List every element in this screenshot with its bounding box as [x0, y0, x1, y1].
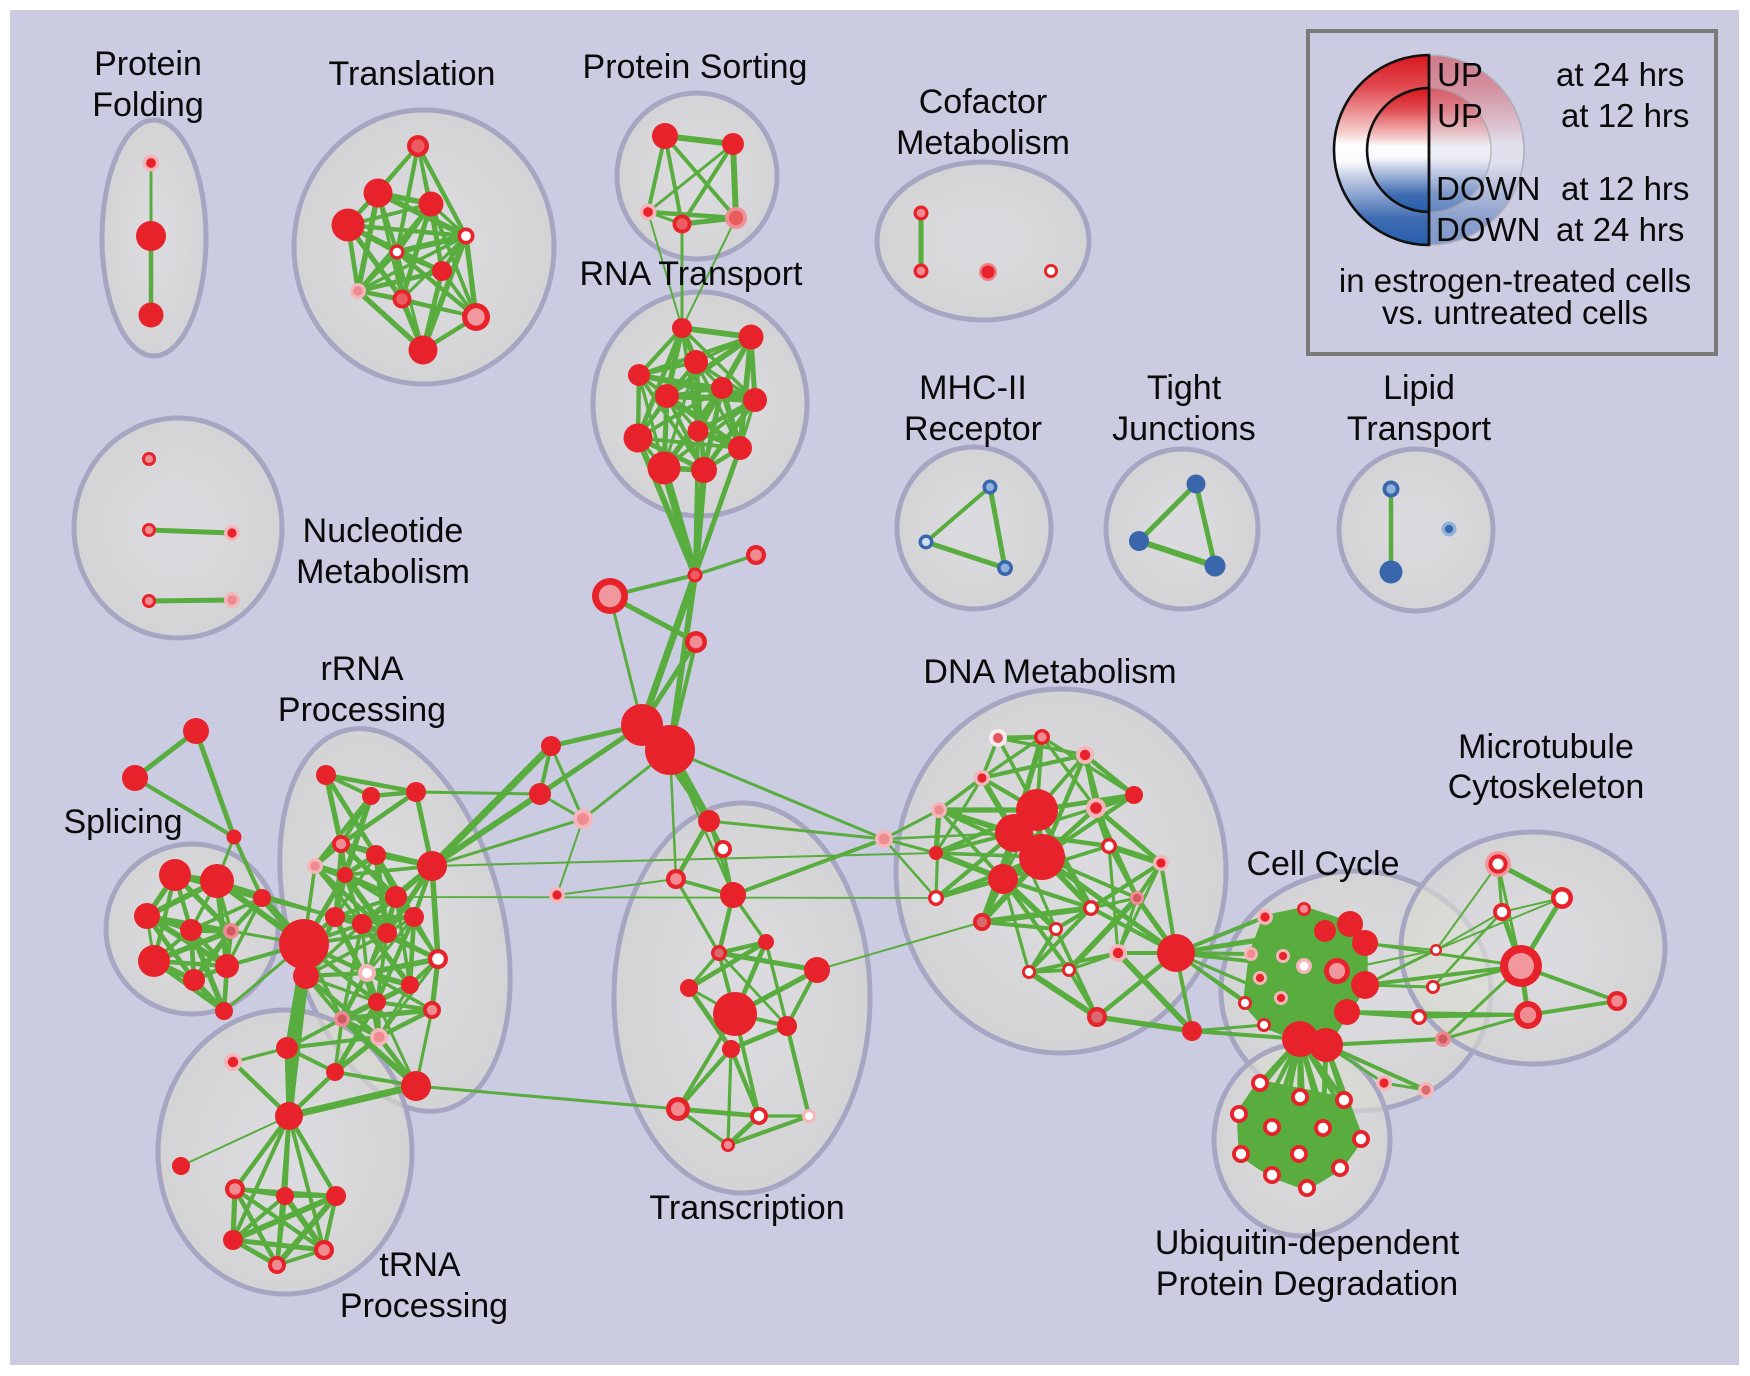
- svg-text:Protein Sorting: Protein Sorting: [583, 48, 808, 86]
- svg-text:Transport: Transport: [1347, 410, 1492, 448]
- svg-text:Folding: Folding: [92, 86, 204, 124]
- svg-text:DNA Metabolism: DNA Metabolism: [923, 653, 1176, 691]
- svg-text:Processing: Processing: [340, 1287, 508, 1325]
- svg-text:Translation: Translation: [329, 55, 496, 93]
- svg-text:Cytoskeleton: Cytoskeleton: [1448, 768, 1645, 806]
- svg-text:Metabolism: Metabolism: [896, 124, 1070, 162]
- svg-text:at 12 hrs: at 12 hrs: [1561, 170, 1689, 207]
- svg-text:Metabolism: Metabolism: [296, 553, 470, 591]
- svg-text:at 24 hrs: at 24 hrs: [1556, 56, 1684, 93]
- svg-text:in estrogen-treated cells: in estrogen-treated cells: [1339, 262, 1691, 299]
- svg-text:MHC-II: MHC-II: [919, 369, 1027, 407]
- svg-text:DOWN: DOWN: [1436, 170, 1540, 207]
- svg-text:UP: UP: [1437, 97, 1483, 134]
- svg-text:Splicing: Splicing: [63, 803, 182, 841]
- svg-text:Junctions: Junctions: [1112, 410, 1256, 448]
- svg-text:DOWN: DOWN: [1436, 211, 1540, 248]
- svg-text:tRNA: tRNA: [379, 1246, 461, 1284]
- svg-text:Transcription: Transcription: [649, 1189, 844, 1227]
- svg-text:RNA Transport: RNA Transport: [580, 255, 804, 293]
- svg-text:Protein Degradation: Protein Degradation: [1156, 1265, 1458, 1303]
- svg-text:Microtubule: Microtubule: [1458, 728, 1634, 766]
- svg-text:Receptor: Receptor: [904, 410, 1042, 448]
- svg-text:at 24 hrs: at 24 hrs: [1556, 211, 1684, 248]
- svg-text:Ubiquitin-dependent: Ubiquitin-dependent: [1155, 1224, 1460, 1262]
- svg-text:Cell Cycle: Cell Cycle: [1246, 845, 1399, 883]
- svg-text:Processing: Processing: [278, 691, 446, 729]
- svg-text:UP: UP: [1437, 56, 1483, 93]
- svg-text:Tight: Tight: [1147, 369, 1222, 407]
- svg-text:Cofactor: Cofactor: [919, 83, 1048, 121]
- svg-text:Protein: Protein: [94, 45, 202, 83]
- svg-text:at 12 hrs: at 12 hrs: [1561, 97, 1689, 134]
- svg-text:Nucleotide: Nucleotide: [303, 512, 464, 550]
- svg-text:Lipid: Lipid: [1383, 369, 1455, 407]
- svg-text:rRNA: rRNA: [320, 650, 403, 688]
- svg-text:vs. untreated cells: vs. untreated cells: [1382, 294, 1648, 331]
